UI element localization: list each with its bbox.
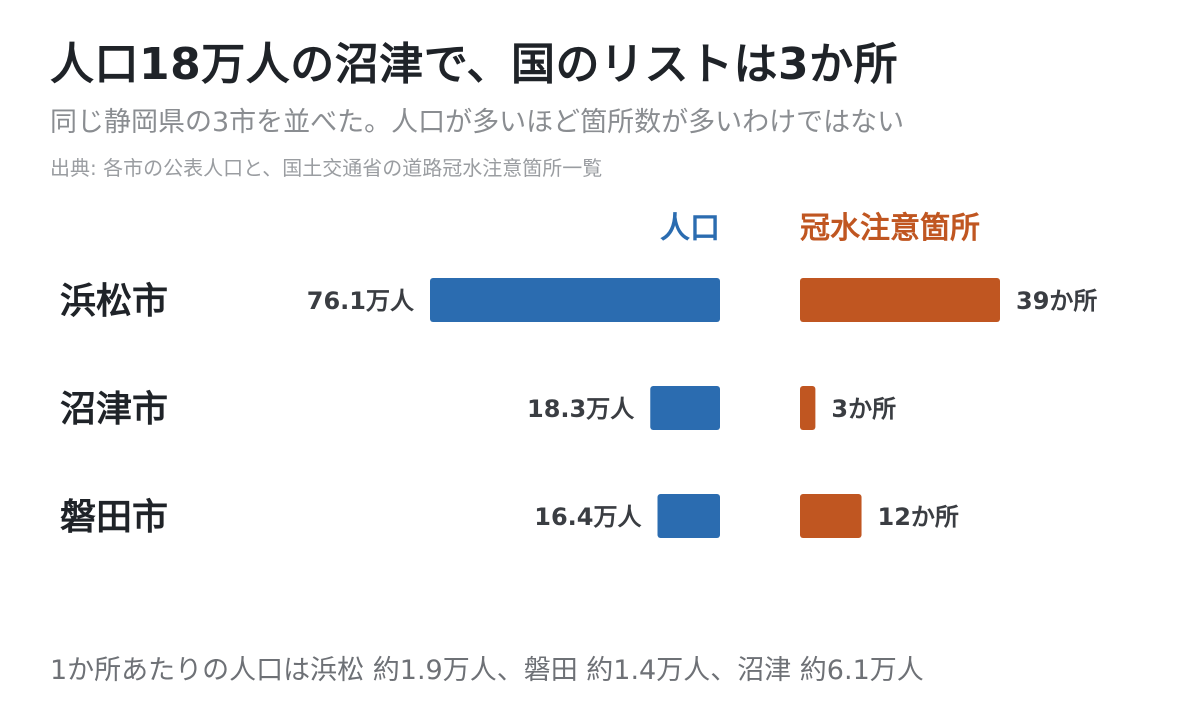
population-value-label: 76.1万人 xyxy=(307,287,414,315)
population-bar xyxy=(650,386,720,430)
footer-note: 1か所あたりの人口は浜松 約1.9万人、磐田 約1.4万人、沼津 約6.1万人 xyxy=(50,655,924,686)
category-label: 磐田市 xyxy=(60,497,168,538)
population-value-label: 16.4万人 xyxy=(534,503,641,531)
category-label: 浜松市 xyxy=(60,281,168,322)
flood-bar xyxy=(800,278,1000,322)
flood-bar xyxy=(800,494,862,538)
flood-value-label: 3か所 xyxy=(831,395,896,423)
source-note: 出典: 各市の公表人口と、国土交通省の道路冠水注意箇所一覧 xyxy=(50,156,603,180)
population-bar xyxy=(430,278,720,322)
category-label: 沼津市 xyxy=(60,389,168,430)
population-value-label: 18.3万人 xyxy=(527,395,634,423)
flood-bar xyxy=(800,386,816,430)
series-header-flood: 冠水注意箇所 xyxy=(800,211,980,246)
series-header-population: 人口 xyxy=(660,211,720,246)
flood-value-label: 12か所 xyxy=(878,503,959,531)
population-bar xyxy=(657,494,720,538)
chart-title: 人口18万人の沼津で、国のリストは3か所 xyxy=(50,39,899,90)
chart-subtitle: 同じ静岡県の3市を並べた。人口が多いほど箇所数が多いわけではない xyxy=(50,107,905,138)
flood-value-label: 39か所 xyxy=(1016,287,1097,315)
